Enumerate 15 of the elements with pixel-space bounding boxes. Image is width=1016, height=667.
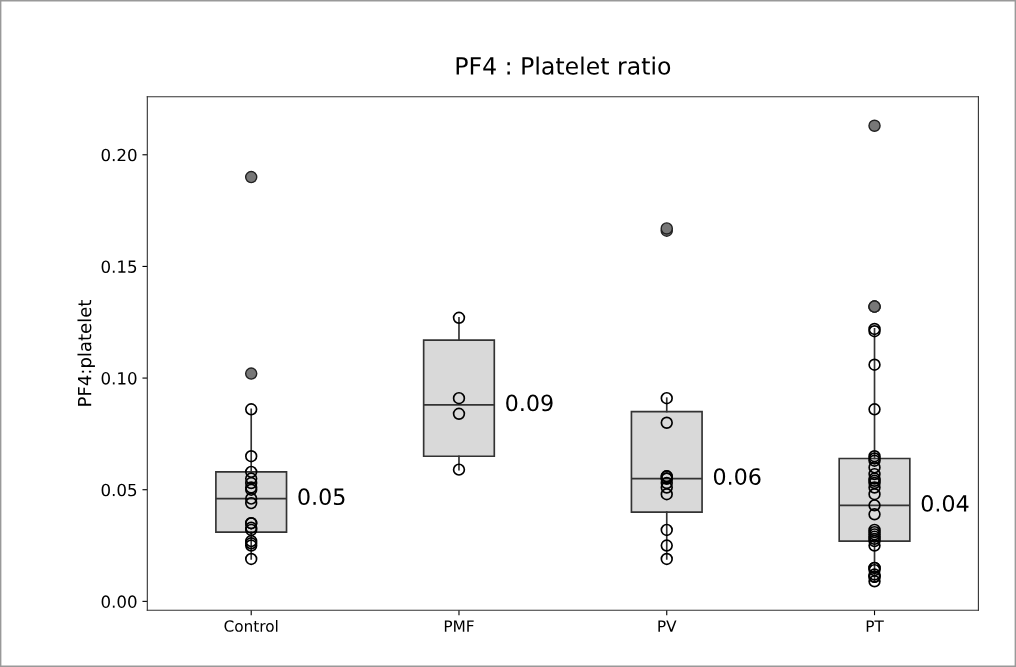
y-tick-label: 0.00 <box>101 595 137 608</box>
x-tick-label: PV <box>658 620 677 632</box>
y-tick-label: 0.20 <box>101 148 137 162</box>
x-tick-label: Control <box>224 620 278 632</box>
annotation: 0.04 <box>921 494 969 512</box>
annotation: 0.09 <box>506 394 553 412</box>
annotation: 0.05 <box>298 488 345 506</box>
annotation: 0.06 <box>713 468 761 486</box>
y-tick-label: 0.15 <box>101 260 137 273</box>
y-axis-title: PF4:platelet <box>77 300 95 406</box>
x-tick-label: PT <box>866 620 884 632</box>
x-tick-label: PMF <box>444 620 474 632</box>
y-tick-label: 0.05 <box>101 483 137 497</box>
y-tick-label: 0.10 <box>101 372 137 385</box>
chart-title: PF4 : Platelet ratio <box>456 56 671 75</box>
